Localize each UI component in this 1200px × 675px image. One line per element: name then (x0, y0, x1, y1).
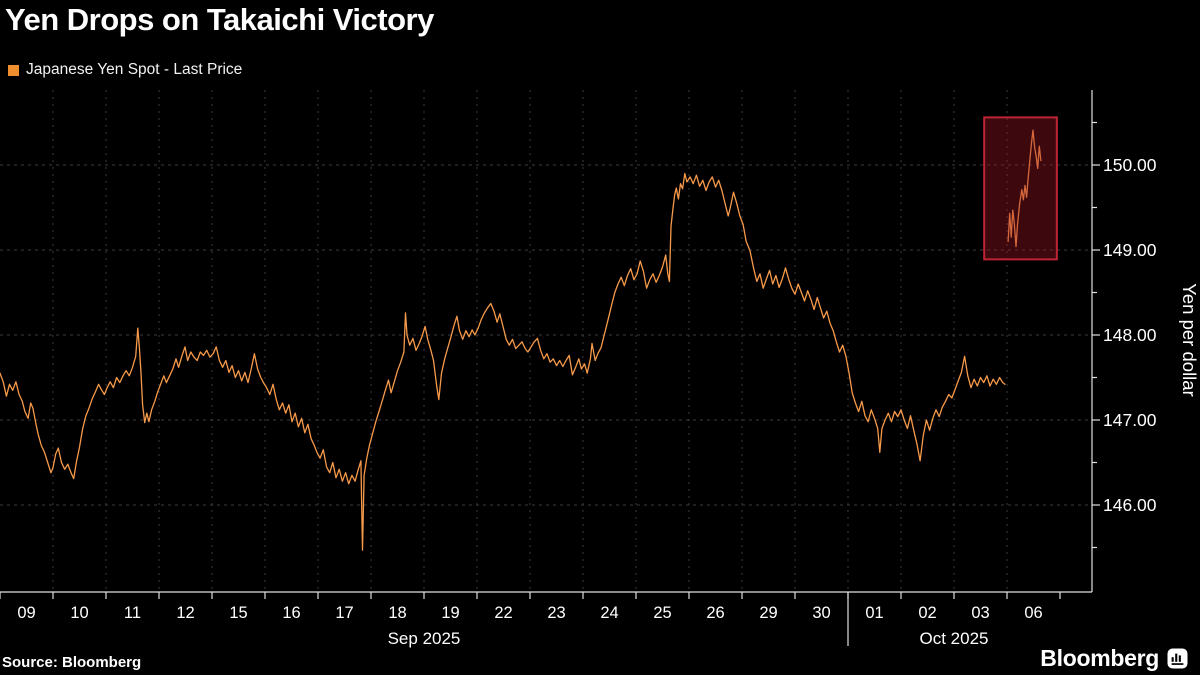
bloomberg-chart-icon (1167, 648, 1188, 669)
source-credit: Source: Bloomberg (2, 654, 142, 671)
x-day-label: 19 (441, 604, 459, 622)
y-axis-title: Yen per dollar (1179, 283, 1200, 396)
legend-swatch-icon (8, 64, 19, 76)
y-tick-label: 149.00 (1103, 240, 1157, 260)
x-day-label: 01 (865, 604, 883, 622)
y-tick-label: 150.00 (1103, 155, 1157, 175)
x-day-label: 18 (388, 604, 406, 622)
x-day-label: 11 (124, 604, 141, 622)
x-day-label: 16 (282, 604, 300, 622)
price-line (1007, 129, 1042, 248)
x-day-label: 03 (971, 604, 989, 622)
x-day-label: 15 (229, 604, 247, 622)
x-day-label: 06 (1024, 604, 1042, 622)
y-tick-label: 148.00 (1103, 325, 1157, 345)
x-day-label: 23 (547, 604, 565, 622)
page-title: Yen Drops on Takaichi Victory (5, 2, 434, 37)
x-day-label: 09 (17, 604, 35, 622)
x-day-label: 12 (176, 604, 194, 622)
x-month-label: Sep 2025 (388, 629, 461, 648)
x-day-label: 30 (812, 604, 830, 622)
x-day-label: 25 (653, 604, 671, 622)
x-day-label: 02 (918, 604, 936, 622)
y-tick-label: 147.00 (1103, 410, 1157, 430)
legend: Japanese Yen Spot - Last Price (8, 61, 242, 79)
x-day-label: 29 (759, 604, 777, 622)
x-day-label: 24 (600, 604, 618, 622)
x-day-label: 10 (70, 604, 88, 622)
price-line (0, 172, 1006, 551)
x-day-label: 26 (706, 604, 724, 622)
legend-label: Japanese Yen Spot - Last Price (26, 61, 243, 78)
x-day-label: 17 (335, 604, 353, 622)
bloomberg-wordmark: Bloomberg (1040, 645, 1159, 671)
x-day-label: 22 (494, 604, 512, 622)
highlight-box (983, 116, 1058, 261)
x-month-label: Oct 2025 (920, 629, 989, 648)
y-tick-label: 146.00 (1103, 495, 1157, 515)
bloomberg-logo: Bloomberg (1040, 645, 1188, 672)
